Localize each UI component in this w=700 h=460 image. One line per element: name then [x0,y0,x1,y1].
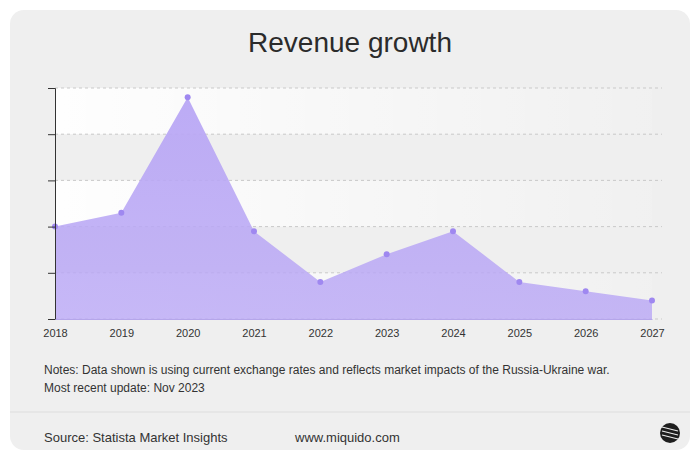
marker [450,228,456,234]
area [55,97,652,319]
x-tick-label: 2022 [309,327,333,339]
x-tick-label: 2027 [640,327,664,339]
x-tick-label: 2021 [242,327,266,339]
grid [55,88,662,319]
x-axis: 2018 2019 2020 2021 2022 2023 2024 2025 2026 2027 [43,319,664,339]
grid-band [55,88,652,134]
x-tick: 2023 [375,319,399,339]
marker [317,279,323,285]
y-tick-mark [48,319,55,320]
x-tick-label: 2025 [508,327,532,339]
logo [660,423,680,443]
chart-svg: Revenue growth20182019202020212022202320… [0,0,700,460]
marker [516,279,522,285]
y-tick-mark [48,180,55,181]
x-tick: 2024 [441,319,465,339]
source: Source: Statista Market Insights [44,430,228,445]
x-tick-label: 2018 [43,327,67,339]
x-tick-label: 2023 [375,327,399,339]
y-tick [48,227,55,228]
x-tick: 2020 [176,319,200,339]
y-tick-mark [48,227,55,228]
y-tick [48,180,55,181]
grid-line [55,88,662,89]
website: www.miquido.com [294,430,400,445]
logo-stripe [662,435,678,439]
y-tick-mark [48,273,55,274]
logo-stripe [662,431,678,435]
separator [10,412,690,413]
grid-bands [55,88,652,319]
logo-stripe [662,427,678,431]
marker [583,288,589,294]
note: Notes: Data shown is using current excha… [44,363,610,377]
x-tick: 2022 [309,319,333,339]
y-tick [48,88,55,89]
y-tick-mark [48,134,55,135]
x-tick: 2026 [574,319,598,339]
marker [649,298,655,304]
x-tick: 2019 [110,319,134,339]
marker [251,228,257,234]
title: Revenue growth [248,27,452,58]
grid-line [55,134,662,135]
x-tick: 2018 [43,319,67,339]
x-axis-line [56,319,653,320]
y-tick [48,273,55,274]
x-tick: 2021 [242,319,266,339]
y-axis-line [48,89,56,320]
y-tick [48,319,55,320]
x-tick-label: 2024 [441,327,465,339]
note: Most recent update: Nov 2023 [44,381,205,395]
x-tick-label: 2020 [176,327,200,339]
y-axis [48,89,56,320]
marker [185,94,191,100]
y-tick [48,134,55,135]
marker [384,251,390,257]
x-tick-label: 2026 [574,327,598,339]
y-tick-mark [48,88,55,89]
card [10,10,690,450]
x-tick: 2027 [640,319,664,339]
logo-shape [660,423,680,443]
x-tick: 2025 [508,319,532,339]
x-tick-label: 2019 [110,327,134,339]
marker [118,210,124,216]
plot-area [52,94,655,319]
